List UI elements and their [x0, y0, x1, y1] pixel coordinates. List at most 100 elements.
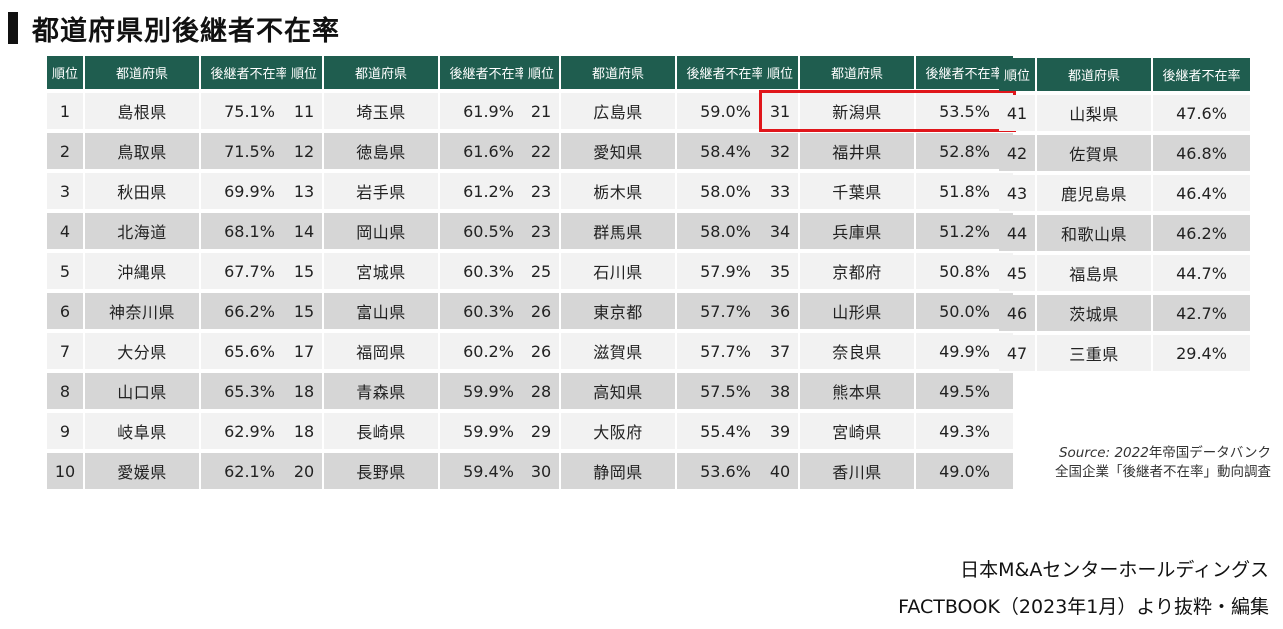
- rate-cell: 29.4%: [1153, 335, 1250, 371]
- rate-cell: 47.6%: [1153, 95, 1250, 131]
- prefecture-cell: 高知県: [561, 373, 675, 409]
- table-row: 34 兵庫県 51.2%: [762, 213, 1013, 249]
- prefecture-cell: 兵庫県: [800, 213, 914, 249]
- table-row: 31 新潟県 53.5%: [759, 90, 1016, 132]
- rate-cell: 61.2%: [440, 173, 537, 209]
- ranking-table-2: 順位 都道府県 後継者不在率 11 埼玉県 61.9% 12 徳島県 61.6% 13 岩手県 61.…: [284, 52, 539, 493]
- table-header-row: 順位 都道府県 後継者不在率: [286, 56, 537, 89]
- rate-header: 後継者不在率: [1153, 58, 1250, 91]
- rank-cell: 46: [999, 295, 1035, 331]
- table-row: 5 沖縄県 67.7%: [47, 253, 298, 289]
- rank-cell: 11: [286, 93, 322, 129]
- prefecture-cell: 滋賀県: [561, 333, 675, 369]
- prefecture-cell: 福島県: [1037, 255, 1151, 291]
- rate-cell: 58.0%: [677, 173, 774, 209]
- prefecture-cell: 栃木県: [561, 173, 675, 209]
- table-row: 9 岐阜県 62.9%: [47, 413, 298, 449]
- table-row: 40 香川県 49.0%: [762, 453, 1013, 489]
- rank-cell: 44: [999, 215, 1035, 251]
- rank-cell: 35: [762, 253, 798, 289]
- prefecture-cell: 愛知県: [561, 133, 675, 169]
- prefecture-cell: 島根県: [85, 93, 199, 129]
- table-row: 2 鳥取県 71.5%: [47, 133, 298, 169]
- rank-cell: 32: [762, 133, 798, 169]
- table-row: 15 宮城県 60.3%: [286, 253, 537, 289]
- rank-cell: 45: [999, 255, 1035, 291]
- rank-cell: 26: [523, 333, 559, 369]
- prefecture-cell: 新潟県: [800, 93, 914, 129]
- prefecture-header: 都道府県: [324, 56, 438, 89]
- prefecture-cell: 山口県: [85, 373, 199, 409]
- table-row: 25 石川県 57.9%: [523, 253, 774, 289]
- prefecture-cell: 三重県: [1037, 335, 1151, 371]
- rank-cell: 12: [286, 133, 322, 169]
- rank-cell: 14: [286, 213, 322, 249]
- rank-cell: 21: [523, 93, 559, 129]
- table-row: 20 長野県 59.4%: [286, 453, 537, 489]
- rank-cell: 8: [47, 373, 83, 409]
- credit: 日本M&Aセンターホールディングス FACTBOOK（2023年1月）より抜粋・…: [898, 552, 1269, 626]
- rate-cell: 60.3%: [440, 293, 537, 329]
- rate-cell: 49.3%: [916, 413, 1013, 449]
- rate-cell: 69.9%: [201, 173, 298, 209]
- rate-cell: 60.5%: [440, 213, 537, 249]
- table-row: 46 茨城県 42.7%: [999, 295, 1250, 331]
- rate-cell: 60.3%: [440, 253, 537, 289]
- table-row: 14 岡山県 60.5%: [286, 213, 537, 249]
- source-survey: 全国企業「後継者不在率」動向調査: [1055, 464, 1271, 480]
- table-row: 47 三重県 29.4%: [999, 335, 1250, 371]
- rank-cell: 6: [47, 293, 83, 329]
- ranking-table-3: 順位 都道府県 後継者不在率 21 広島県 59.0% 22 愛知県 58.4% 23 栃木県 58.…: [521, 52, 776, 493]
- prefecture-cell: 石川県: [561, 253, 675, 289]
- rank-cell: 47: [999, 335, 1035, 371]
- rate-cell: 59.9%: [440, 413, 537, 449]
- prefecture-header: 都道府県: [561, 56, 675, 89]
- table-row: 18 長崎県 59.9%: [286, 413, 537, 449]
- prefecture-cell: 宮城県: [324, 253, 438, 289]
- prefecture-cell: 徳島県: [324, 133, 438, 169]
- rate-header: 後継者不在率: [201, 56, 298, 89]
- title-accent-bar: [8, 12, 18, 44]
- table-row: 4 北海道 68.1%: [47, 213, 298, 249]
- rank-cell: 38: [762, 373, 798, 409]
- table-row: 38 熊本県 49.5%: [762, 373, 1013, 409]
- prefecture-cell: 福岡県: [324, 333, 438, 369]
- prefecture-cell: 岡山県: [324, 213, 438, 249]
- prefecture-cell: 熊本県: [800, 373, 914, 409]
- rate-cell: 53.6%: [677, 453, 774, 489]
- prefecture-cell: 岩手県: [324, 173, 438, 209]
- ranking-table-5: 順位 都道府県 後継者不在率 41 山梨県 47.6% 42 佐賀県 46.8% 43 鹿児島県 46…: [997, 54, 1252, 375]
- rank-header: 順位: [286, 56, 322, 89]
- rank-cell: 25: [523, 253, 559, 289]
- rate-cell: 49.9%: [916, 333, 1013, 369]
- rate-cell: 66.2%: [201, 293, 298, 329]
- rate-cell: 57.5%: [677, 373, 774, 409]
- rank-cell: 23: [523, 173, 559, 209]
- prefecture-cell: 埼玉県: [324, 93, 438, 129]
- table-row: 37 奈良県 49.9%: [762, 333, 1013, 369]
- table-row: 36 山形県 50.0%: [762, 293, 1013, 329]
- rank-header: 順位: [999, 58, 1035, 91]
- rank-cell: 13: [286, 173, 322, 209]
- rank-cell: 36: [762, 293, 798, 329]
- prefecture-header: 都道府県: [85, 56, 199, 89]
- rank-cell: 9: [47, 413, 83, 449]
- table-row: 23 群馬県 58.0%: [523, 213, 774, 249]
- rate-cell: 71.5%: [201, 133, 298, 169]
- rank-cell: 40: [762, 453, 798, 489]
- rank-cell: 23: [523, 213, 559, 249]
- table-row: 10 愛媛県 62.1%: [47, 453, 298, 489]
- table-row: 21 広島県 59.0%: [523, 93, 774, 129]
- page-title: 都道府県別後継者不在率: [32, 16, 340, 47]
- prefecture-cell: 群馬県: [561, 213, 675, 249]
- rate-cell: 55.4%: [677, 413, 774, 449]
- rate-cell: 50.0%: [916, 293, 1013, 329]
- rate-cell: 42.7%: [1153, 295, 1250, 331]
- rate-cell: 67.7%: [201, 253, 298, 289]
- rate-cell: 49.0%: [916, 453, 1013, 489]
- prefecture-cell: 茨城県: [1037, 295, 1151, 331]
- prefecture-header: 都道府県: [800, 56, 914, 89]
- rank-cell: 4: [47, 213, 83, 249]
- rate-cell: 61.9%: [440, 93, 537, 129]
- table-header-row: 順位 都道府県 後継者不在率: [47, 56, 298, 89]
